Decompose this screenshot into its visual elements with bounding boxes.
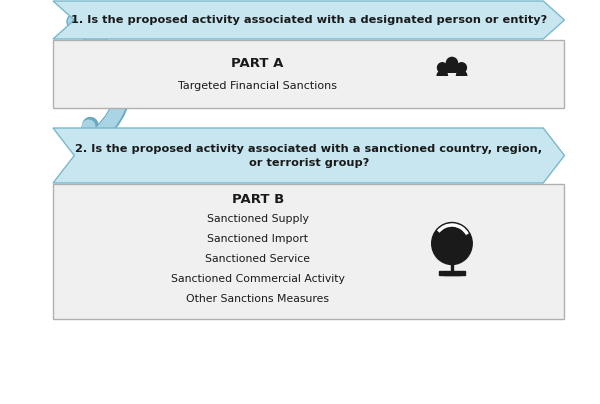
Circle shape (446, 57, 458, 69)
Text: Targeted Financial Sanctions: Targeted Financial Sanctions (178, 80, 337, 90)
FancyArrowPatch shape (74, 22, 122, 147)
Text: Sanctioned Supply: Sanctioned Supply (206, 214, 308, 224)
Polygon shape (436, 70, 448, 76)
Text: 2. Is the proposed activity associated with a sanctioned country, region,
or ter: 2. Is the proposed activity associated w… (75, 143, 542, 168)
Bar (53, 184, 565, 319)
Text: Sanctioned Commercial Activity: Sanctioned Commercial Activity (170, 274, 344, 284)
Circle shape (457, 63, 466, 73)
Text: Sanctioned Service: Sanctioned Service (205, 254, 310, 264)
Bar (53, 40, 565, 108)
Text: Other Sanctions Measures: Other Sanctions Measures (186, 294, 329, 304)
Text: Sanctioned Import: Sanctioned Import (207, 234, 308, 244)
Text: PART B: PART B (232, 193, 284, 206)
Bar (451, 263, 454, 271)
Bar (439, 271, 464, 274)
Text: 1. Is the proposed activity associated with a designated person or entity?: 1. Is the proposed activity associated w… (71, 15, 547, 25)
Polygon shape (53, 1, 565, 39)
Text: PART A: PART A (232, 57, 284, 70)
Polygon shape (445, 66, 459, 73)
Circle shape (431, 223, 472, 265)
Circle shape (437, 63, 447, 73)
Polygon shape (456, 70, 467, 76)
Bar (444, 271, 460, 274)
Polygon shape (53, 128, 565, 183)
FancyArrowPatch shape (74, 22, 122, 149)
